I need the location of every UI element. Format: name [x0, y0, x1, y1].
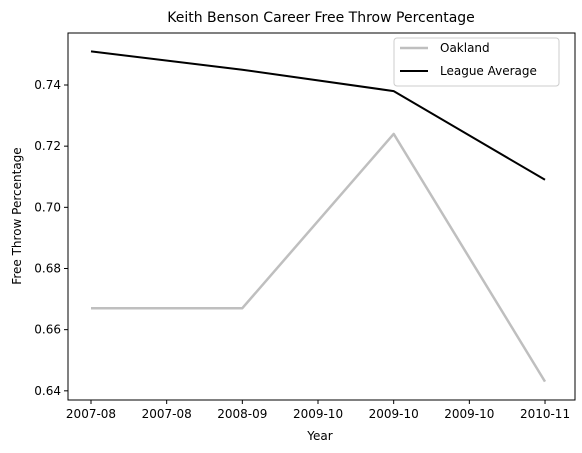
x-tick-label: 2007-08 [142, 407, 192, 421]
x-tick-label: 2009-10 [444, 407, 494, 421]
y-tick-label: 0.70 [34, 200, 61, 214]
legend-label-league-average: League Average [440, 64, 537, 78]
x-tick-label: 2009-10 [369, 407, 419, 421]
series-line-oakland [91, 132, 547, 383]
x-tick-label: 2008-09 [217, 407, 267, 421]
x-tick-label: 2009-10 [293, 407, 343, 421]
legend: Oakland League Average [393, 37, 560, 87]
x-axis: 2007-08 2007-08 2008-09 2009-10 2009-10 2009-… [66, 400, 570, 421]
x-tick-label: 2010-11 [520, 407, 570, 421]
y-tick-label: 0.66 [34, 323, 61, 337]
x-axis-label: Year [306, 429, 332, 443]
y-tick-label: 0.74 [34, 78, 61, 92]
y-axis-label: Free Throw Percentage [10, 147, 24, 284]
y-tick-label: 0.64 [34, 384, 61, 398]
series-layer [90, 50, 547, 383]
legend-label-oakland: Oakland [440, 41, 490, 55]
chart-title: Keith Benson Career Free Throw Percentag… [167, 10, 475, 26]
legend-box [393, 37, 560, 87]
series-line-league-average [90, 50, 546, 181]
y-tick-label: 0.68 [34, 261, 61, 275]
y-axis: 0.64 0.66 0.68 0.70 0.72 0.74 [34, 78, 68, 398]
plot-frame [67, 32, 576, 401]
x-tick-label: 2007-08 [66, 407, 116, 421]
y-tick-label: 0.72 [34, 139, 61, 153]
